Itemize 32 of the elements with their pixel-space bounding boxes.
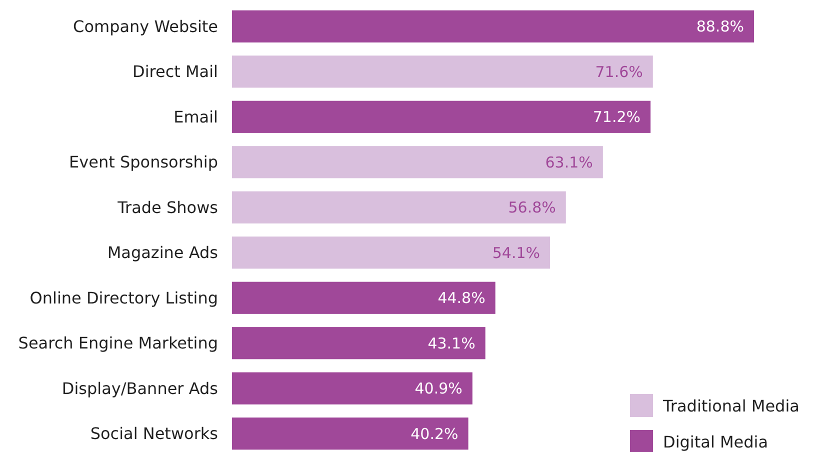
data-label: 71.6%: [595, 62, 643, 81]
data-label: 88.8%: [696, 18, 744, 36]
bar: [232, 146, 603, 178]
bar: [232, 100, 651, 133]
y-tick-label: Display/Banner Ads: [62, 378, 218, 398]
bar: [232, 56, 653, 88]
bar: [232, 191, 566, 224]
bar: [232, 10, 754, 42]
bar: [232, 418, 468, 450]
y-tick-label: Online Directory Listing: [30, 288, 218, 308]
y-tick-label: Magazine Ads: [107, 243, 218, 262]
data-label: 56.8%: [508, 198, 556, 217]
data-label: 40.2%: [410, 424, 458, 443]
legend-label: Traditional Media: [662, 396, 800, 416]
data-label: 44.8%: [438, 289, 486, 308]
bar: [232, 236, 550, 269]
bar: [232, 327, 486, 360]
bar: [232, 282, 496, 314]
data-label: 43.1%: [428, 334, 476, 352]
y-tick-label: Company Website: [73, 16, 218, 36]
y-tick-label: Event Sponsorship: [69, 152, 218, 172]
y-tick-label: Social Networks: [90, 424, 218, 444]
y-tick-label: Trade Shows: [116, 198, 218, 217]
data-label: 40.9%: [414, 380, 462, 398]
bar: [232, 372, 472, 404]
legend-label: Digital Media: [663, 432, 768, 452]
data-label: 63.1%: [545, 153, 593, 172]
data-label: 71.2%: [592, 108, 641, 126]
y-tick-label: Direct Mail: [132, 62, 218, 82]
y-tick-label: Email: [174, 107, 218, 126]
data-label: 54.1%: [492, 244, 540, 262]
y-tick-label: Search Engine Marketing: [18, 334, 218, 353]
